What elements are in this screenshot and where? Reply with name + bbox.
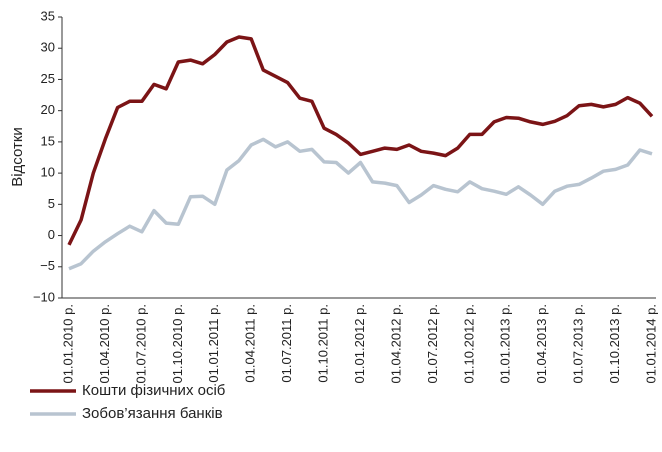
x-tick-label: 01.04.2011 р. <box>243 304 258 383</box>
y-tick-label: 20 <box>41 102 55 117</box>
y-axis-label: Відсотки <box>9 127 26 187</box>
x-tick-label: 01.10.2012 р. <box>461 304 476 384</box>
y-tick-label: 15 <box>41 133 55 148</box>
y-tick-label: 30 <box>41 40 55 55</box>
x-tick-label: 01.01.2011 р. <box>206 304 221 383</box>
legend-label: Зобов’язання банків <box>82 405 223 422</box>
y-tick-label: 25 <box>41 71 55 86</box>
y-tick-label: −10 <box>33 289 55 304</box>
y-tick-label: −5 <box>40 258 55 273</box>
x-tick-label: 01.07.2011 р. <box>279 304 294 383</box>
x-tick-label: 01.04.2012 р. <box>388 304 403 384</box>
x-tick-label: 01.01.2013 р. <box>498 304 513 384</box>
y-tick-label: 10 <box>41 165 55 180</box>
x-tick-label: 01.01.2012 р. <box>352 304 367 384</box>
x-tick-label: 01.07.2013 р. <box>571 304 586 384</box>
x-tick-label: 01.04.2013 р. <box>534 304 549 384</box>
x-tick-label: 01.04.2010 р. <box>97 304 112 384</box>
x-tick-label: 01.07.2012 р. <box>425 304 440 384</box>
x-tick-label: 01.10.2011 р. <box>316 304 331 383</box>
x-tick-label: 01.07.2010 р. <box>133 304 148 384</box>
y-tick-label: 35 <box>41 8 55 23</box>
x-tick-label: 01.01.2014 р. <box>643 304 658 384</box>
series-line <box>68 137 653 271</box>
legend-label: Кошти фізичних осіб <box>82 382 225 399</box>
x-tick-label: 01.10.2010 р. <box>170 304 185 384</box>
y-tick-label: 0 <box>48 227 55 242</box>
x-tick-label: 01.01.2010 р. <box>60 304 75 384</box>
x-tick-label: 01.10.2013 р. <box>607 304 622 384</box>
series-line <box>67 35 654 246</box>
y-tick-label: 5 <box>48 196 55 211</box>
